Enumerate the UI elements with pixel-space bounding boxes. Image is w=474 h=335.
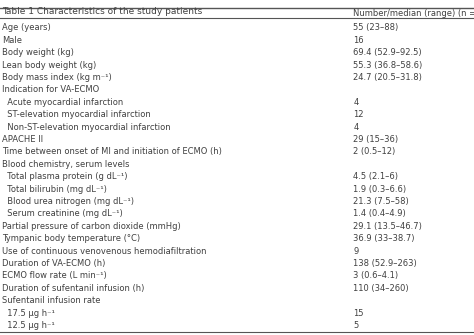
Text: 2 (0.5–12): 2 (0.5–12) [353,147,395,156]
Text: 1.4 (0.4–4.9): 1.4 (0.4–4.9) [353,209,406,218]
Text: 29.1 (13.5–46.7): 29.1 (13.5–46.7) [353,222,422,231]
Text: Indication for VA-ECMO: Indication for VA-ECMO [2,85,100,94]
Text: Partial pressure of carbon dioxide (mmHg): Partial pressure of carbon dioxide (mmHg… [2,222,181,231]
Text: 15: 15 [353,309,364,318]
Text: 4: 4 [353,98,358,107]
Text: Non-ST-elevation myocardial infarction: Non-ST-elevation myocardial infarction [2,123,171,132]
Text: ST-elevation myocardial infarction: ST-elevation myocardial infarction [2,110,151,119]
Text: Body weight (kg): Body weight (kg) [2,48,74,57]
Text: Acute myocardial infarction: Acute myocardial infarction [2,98,124,107]
Text: Table 1 Characteristics of the study patients: Table 1 Characteristics of the study pat… [2,7,202,16]
Text: 16: 16 [353,36,364,45]
Text: ECMO flow rate (L min⁻¹): ECMO flow rate (L min⁻¹) [2,271,107,280]
Text: 21.3 (7.5–58): 21.3 (7.5–58) [353,197,409,206]
Text: 12.5 μg h⁻¹: 12.5 μg h⁻¹ [2,321,55,330]
Text: Sufentanil infusion rate: Sufentanil infusion rate [2,296,101,305]
Text: Body mass index (kg m⁻¹): Body mass index (kg m⁻¹) [2,73,112,82]
Text: 5: 5 [353,321,358,330]
Text: 4: 4 [353,123,358,132]
Text: 1.9 (0.3–6.6): 1.9 (0.3–6.6) [353,185,406,194]
Text: Total bilirubin (mg dL⁻¹): Total bilirubin (mg dL⁻¹) [2,185,107,194]
Text: 55.3 (36.8–58.6): 55.3 (36.8–58.6) [353,61,422,70]
Text: Lean body weight (kg): Lean body weight (kg) [2,61,97,70]
Text: Duration of sufentanil infusion (h): Duration of sufentanil infusion (h) [2,284,145,293]
Text: Tympanic body temperature (°C): Tympanic body temperature (°C) [2,234,140,243]
Text: 29 (15–36): 29 (15–36) [353,135,398,144]
Text: 17.5 μg h⁻¹: 17.5 μg h⁻¹ [2,309,55,318]
Text: 3 (0.6–4.1): 3 (0.6–4.1) [353,271,398,280]
Text: Age (years): Age (years) [2,23,51,32]
Text: Duration of VA-ECMO (h): Duration of VA-ECMO (h) [2,259,106,268]
Text: 24.7 (20.5–31.8): 24.7 (20.5–31.8) [353,73,422,82]
Text: Male: Male [2,36,22,45]
Text: 12: 12 [353,110,364,119]
Text: Time between onset of MI and initiation of ECMO (h): Time between onset of MI and initiation … [2,147,222,156]
Text: 138 (52.9–263): 138 (52.9–263) [353,259,417,268]
Text: Total plasma protein (g dL⁻¹): Total plasma protein (g dL⁻¹) [2,172,128,181]
Text: 110 (34–260): 110 (34–260) [353,284,409,293]
Text: Serum creatinine (mg dL⁻¹): Serum creatinine (mg dL⁻¹) [2,209,123,218]
Text: 9: 9 [353,247,358,256]
Text: Use of continuous venovenous hemodiafiltration: Use of continuous venovenous hemodiafilt… [2,247,207,256]
Text: Blood urea nitrogen (mg dL⁻¹): Blood urea nitrogen (mg dL⁻¹) [2,197,134,206]
Text: 55 (23–88): 55 (23–88) [353,23,398,32]
Text: APACHE II: APACHE II [2,135,44,144]
Text: Blood chemistry, serum levels: Blood chemistry, serum levels [2,160,130,169]
Text: 69.4 (52.9–92.5): 69.4 (52.9–92.5) [353,48,422,57]
Text: 36.9 (33–38.7): 36.9 (33–38.7) [353,234,415,243]
Text: 4.5 (2.1–6): 4.5 (2.1–6) [353,172,398,181]
Text: Number/median (range) (n = 20): Number/median (range) (n = 20) [353,9,474,18]
